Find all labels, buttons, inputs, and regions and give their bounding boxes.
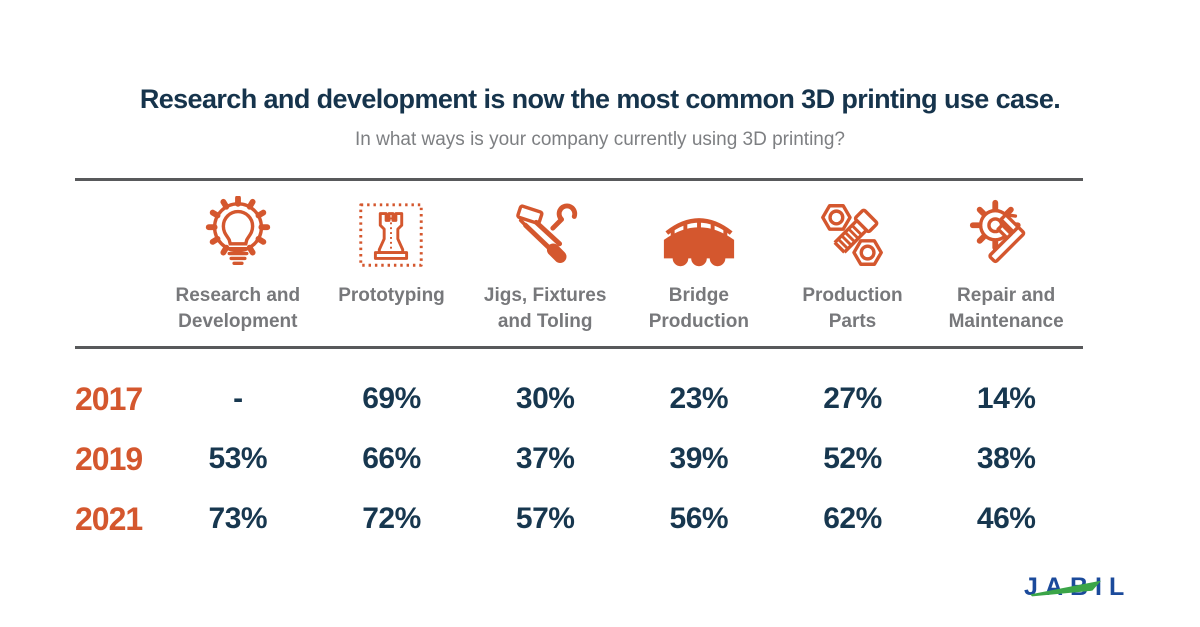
value-cell: 57% <box>515 502 575 535</box>
table-row-2019: 2019 53% 66% 37% 39% 52% 38% <box>75 429 1083 489</box>
value-cell: 69% <box>362 382 421 415</box>
column-label: Prototyping <box>338 285 445 306</box>
gear-caliper-icon <box>967 192 1045 278</box>
column-label: Research and Development <box>175 285 301 332</box>
column-label: Jigs, Fixtures and Toling <box>483 285 607 332</box>
value-cell: 30% <box>515 382 575 415</box>
column-header-jigs-fixtures: Jigs, Fixtures and Toling <box>468 192 622 337</box>
column-header-prototyping: Prototyping <box>315 192 469 337</box>
column-header-bridge-production: Bridge Production <box>622 192 776 337</box>
value-cell: 27% <box>823 382 882 415</box>
value-cell: 52% <box>823 442 882 475</box>
bridge-icon <box>660 192 738 278</box>
value-cell: 39% <box>669 442 729 475</box>
column-header-research-development: Research and Development <box>161 192 315 337</box>
page-title: Research and development is now the most… <box>139 84 1061 114</box>
table-row-2017: 2017 - 69% 30% 23% 27% 14% <box>75 369 1083 429</box>
table-header-row: Research and Development Prototyping <box>75 178 1083 349</box>
column-label: Repair and Maintenance <box>948 285 1064 332</box>
value-cell: 62% <box>823 502 882 535</box>
value-cell: - <box>233 382 243 415</box>
row-year-label: 2017 <box>75 380 143 417</box>
nut-and-bolt-icon <box>813 192 891 278</box>
crossed-tools-icon <box>506 192 584 278</box>
value-cell: 53% <box>208 442 268 475</box>
value-cell: 38% <box>976 442 1036 475</box>
column-label: Production Parts <box>802 285 903 332</box>
value-cell: 14% <box>976 382 1036 415</box>
column-label: Bridge Production <box>648 285 749 332</box>
jabil-logo: JABIL <box>1024 573 1164 603</box>
column-header-production-parts: Production Parts <box>776 192 930 337</box>
value-cell: 72% <box>362 502 421 535</box>
value-cell: 46% <box>976 502 1036 535</box>
table-row-2021: 2021 73% 72% 57% 56% 62% 46% <box>75 489 1083 549</box>
row-year-label: 2019 <box>75 440 143 477</box>
value-cell: 66% <box>362 442 421 475</box>
page-subtitle: In what ways is your company currently u… <box>354 129 845 150</box>
gear-lightbulb-icon <box>199 192 277 278</box>
column-header-repair-maintenance: Repair and Maintenance <box>929 192 1083 337</box>
header-spacer <box>75 192 161 337</box>
value-cell: 37% <box>515 442 575 475</box>
rook-icon <box>352 192 430 278</box>
row-year-label: 2021 <box>75 500 143 537</box>
value-cell: 23% <box>669 382 729 415</box>
value-cell: 73% <box>208 502 268 535</box>
use-case-table: Research and Development Prototyping <box>75 178 1083 549</box>
value-cell: 56% <box>669 502 729 535</box>
